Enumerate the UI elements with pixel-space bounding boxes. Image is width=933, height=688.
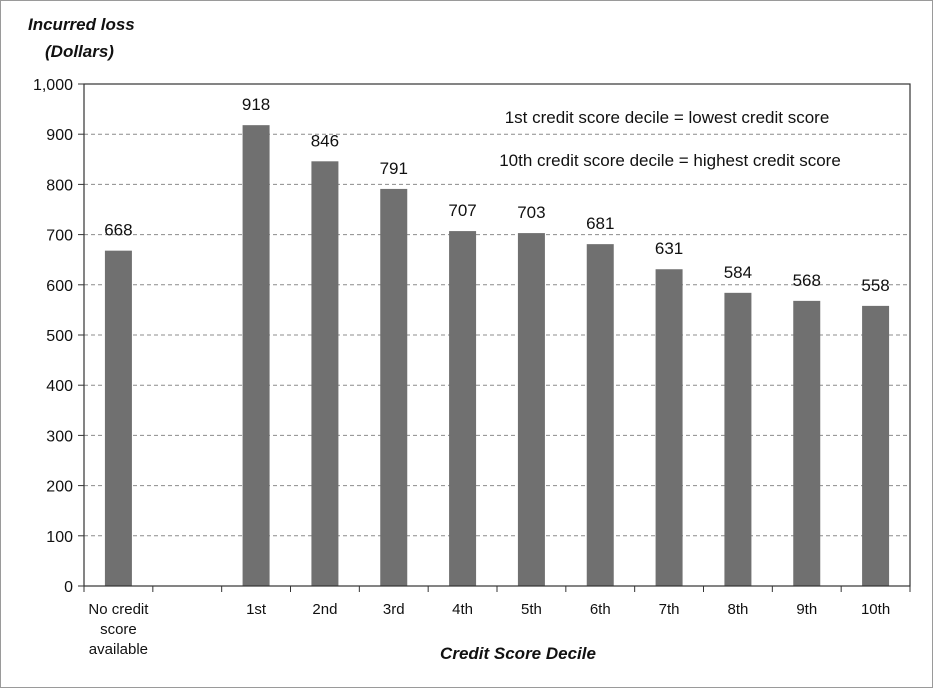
y-tick-label: 1,000 — [33, 77, 73, 94]
x-tick-label: 7th — [659, 601, 680, 618]
y-tick-label: 400 — [46, 378, 73, 395]
y-axis-title-line2: (Dollars) — [45, 42, 114, 61]
bar — [104, 250, 132, 586]
bar — [655, 269, 683, 586]
data-labels: 668 918 846 791 707 703 681 631 584 568 558 — [104, 95, 890, 295]
data-label: 568 — [793, 271, 821, 290]
data-label: 703 — [517, 203, 545, 222]
x-tick-label: 8th — [727, 601, 748, 618]
bar — [862, 305, 890, 586]
y-tick-label: 800 — [46, 177, 73, 194]
x-tick-label: No credit — [88, 601, 149, 618]
bar — [311, 161, 339, 587]
data-label: 668 — [104, 221, 132, 240]
y-axis-ticks: 0 100 200 300 400 500 600 700 800 900 1,000 — [33, 77, 84, 596]
y-tick-label: 100 — [46, 529, 73, 546]
data-label: 584 — [724, 263, 752, 282]
bar — [517, 233, 545, 586]
x-tick-label: available — [89, 641, 148, 658]
x-tick-label: 1st — [246, 601, 267, 618]
annotation-lowest: 1st credit score decile = lowest credit … — [505, 108, 830, 127]
data-label: 707 — [448, 201, 476, 220]
y-tick-label: 900 — [46, 127, 73, 144]
y-tick-label: 700 — [46, 228, 73, 245]
x-tick-label: 4th — [452, 601, 473, 618]
x-tick-label: 5th — [521, 601, 542, 618]
y-tick-label: 200 — [46, 479, 73, 496]
data-label: 631 — [655, 239, 683, 258]
data-label: 846 — [311, 131, 339, 150]
data-label: 791 — [380, 159, 408, 178]
x-tick-label: 9th — [796, 601, 817, 618]
bar — [380, 188, 408, 586]
y-tick-label: 600 — [46, 278, 73, 295]
x-axis-title: Credit Score Decile — [440, 644, 596, 663]
data-label: 558 — [861, 276, 889, 295]
y-tick-label: 500 — [46, 328, 73, 345]
gridlines — [84, 133, 910, 537]
annotation-highest: 10th credit score decile = highest credi… — [499, 151, 841, 170]
bar — [242, 125, 270, 586]
data-label: 681 — [586, 214, 614, 233]
x-axis-ticks: No credit score available 1st 2nd 3rd 4th 5th 6t… — [83, 586, 911, 658]
y-axis-title-line1: Incurred loss — [28, 15, 135, 34]
x-tick-label: 10th — [861, 601, 890, 618]
bar — [793, 300, 821, 586]
bars — [104, 125, 890, 587]
x-tick-label: score — [100, 621, 137, 638]
data-label: 918 — [242, 95, 270, 114]
y-tick-label: 300 — [46, 428, 73, 445]
bar — [586, 244, 614, 586]
bar — [449, 231, 477, 586]
bar — [724, 292, 752, 586]
x-tick-label: 3rd — [383, 601, 405, 618]
y-tick-label: 0 — [64, 579, 73, 596]
x-tick-label: 2nd — [312, 601, 337, 618]
x-tick-label: 6th — [590, 601, 611, 618]
